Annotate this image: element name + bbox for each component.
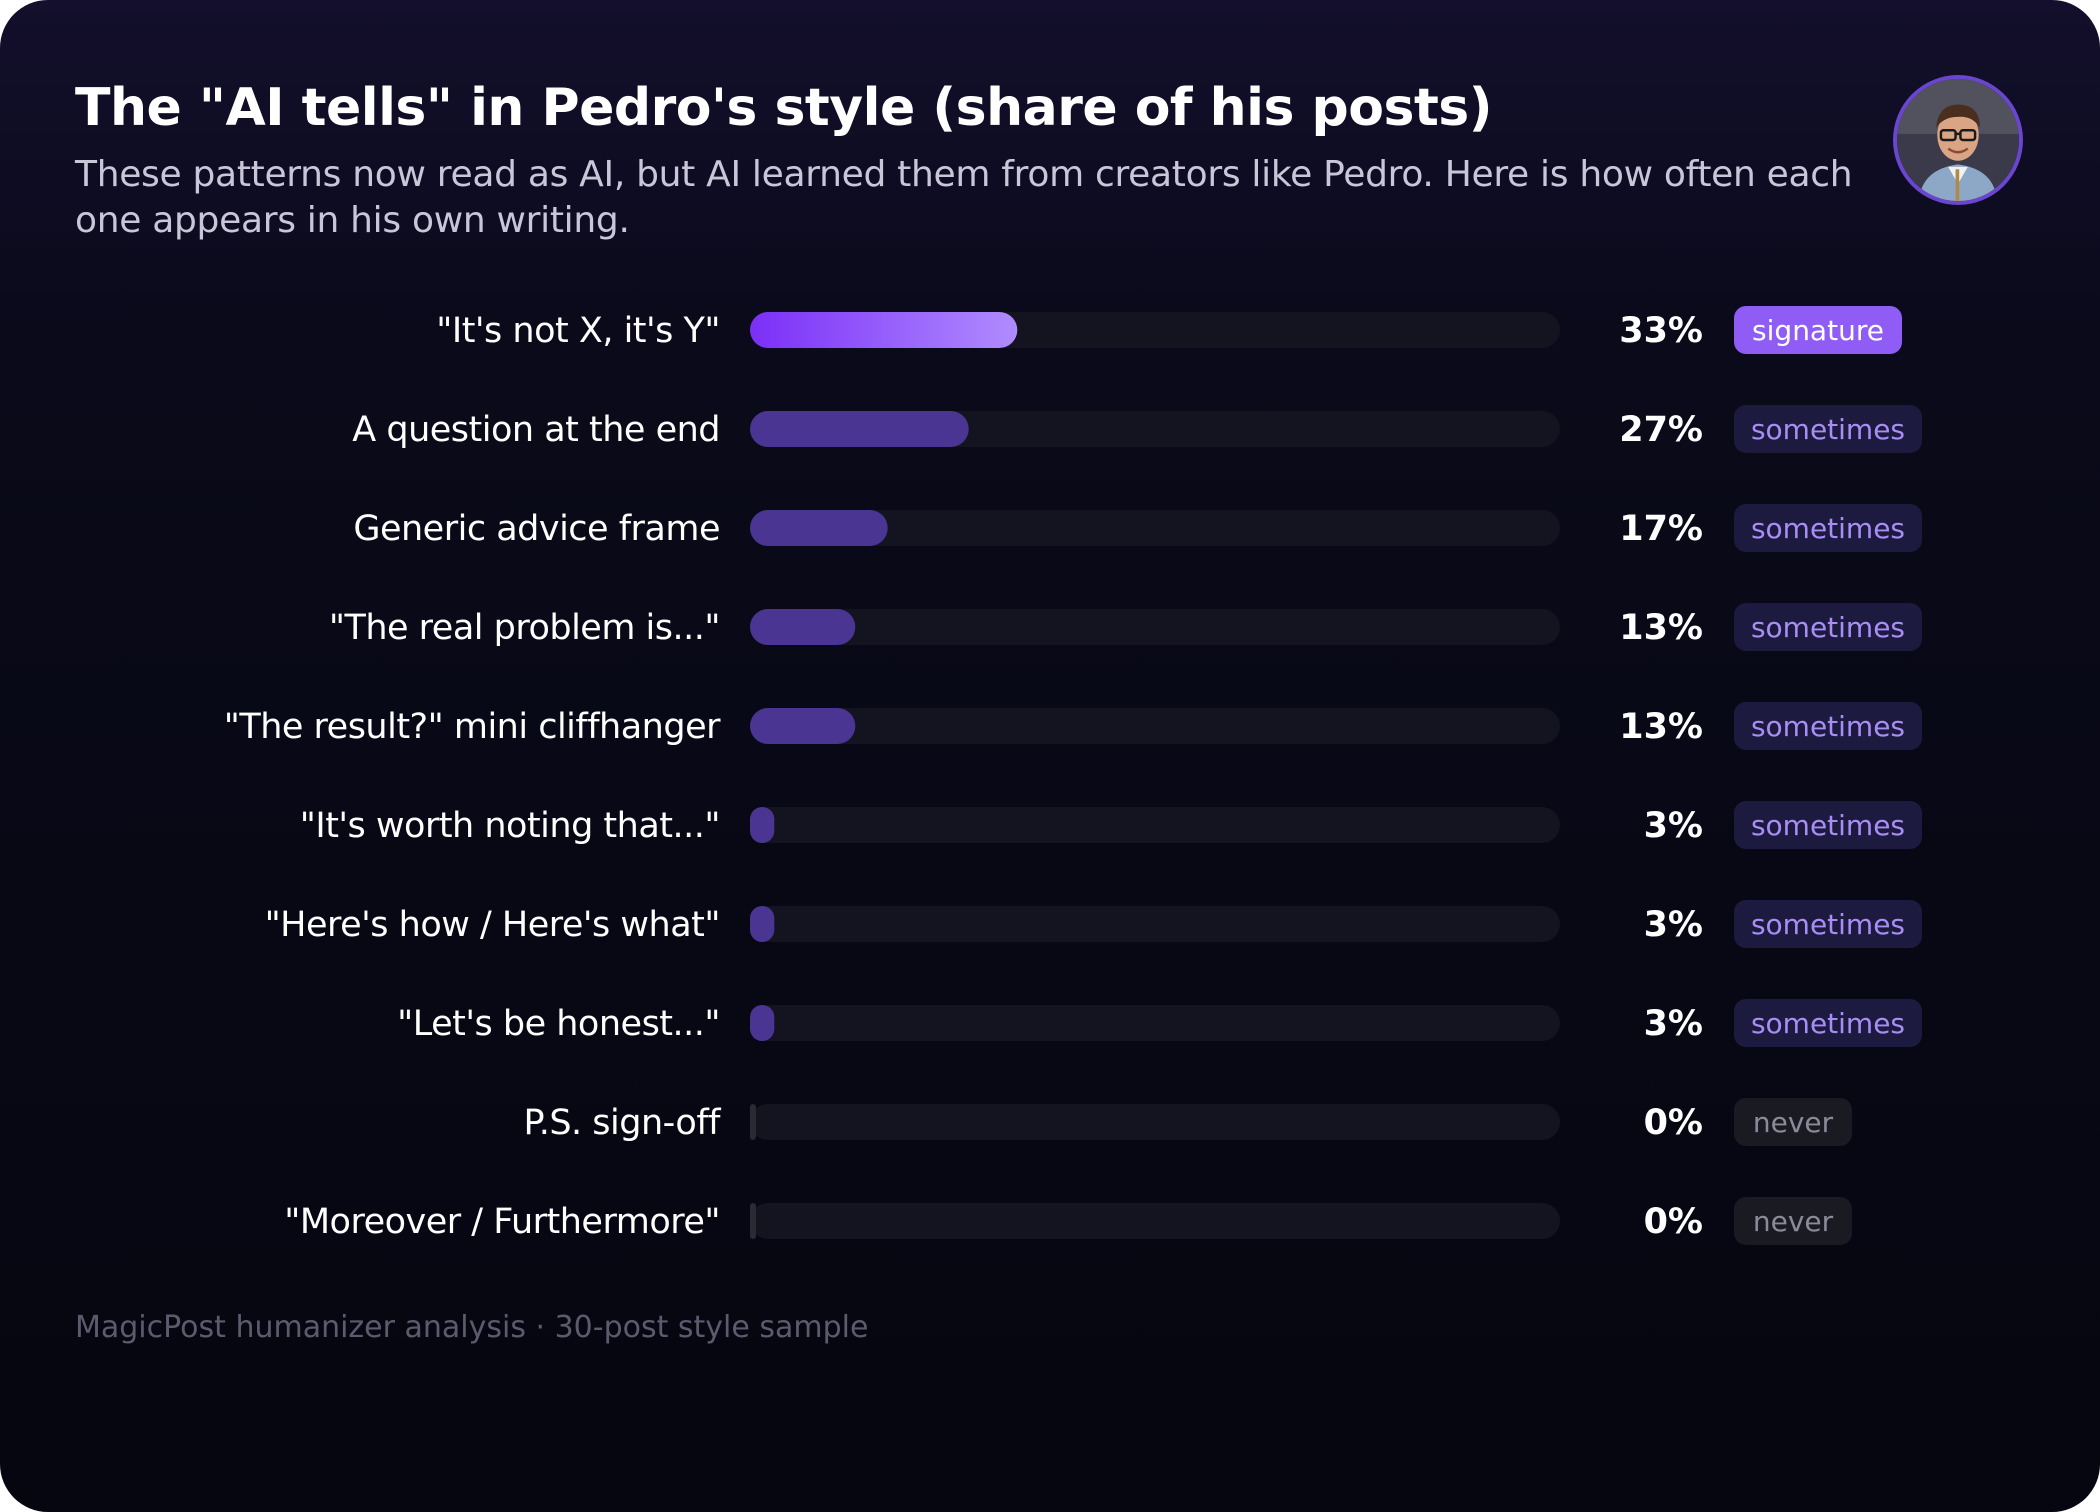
frequency-badge-label: never [1753, 1205, 1834, 1238]
frequency-badge [1734, 999, 1922, 1047]
frequency-badge-label: sometimes [1751, 611, 1905, 644]
bar [750, 708, 856, 744]
frequency-badge [1734, 603, 1922, 651]
frequency-badge [1734, 1098, 1852, 1146]
frequency-badge [1734, 405, 1922, 453]
bar-label: "The real problem is..." [329, 608, 720, 648]
chart-row: Generic advice frame 17% sometimes [353, 504, 1922, 552]
bar-value-label: 17% [1619, 509, 1703, 549]
bar-track [750, 1104, 1560, 1140]
bar-label: "Moreover / Furthermore" [284, 1202, 720, 1242]
bar-value-label: 3% [1644, 905, 1703, 945]
frequency-badge-label: sometimes [1751, 908, 1905, 941]
frequency-badge [1734, 306, 1902, 354]
chart-title: The "AI tells" in Pedro's style (share o… [75, 78, 1493, 138]
chart-row: P.S. sign-off 0% never [524, 1098, 1852, 1146]
bar [750, 807, 775, 843]
bar-track [750, 708, 1560, 744]
bar-value-label: 3% [1644, 806, 1703, 846]
chart-row: "Moreover / Furthermore" 0% never [284, 1197, 1852, 1245]
frequency-badge-label: sometimes [1751, 512, 1905, 545]
frequency-badge [1734, 900, 1922, 948]
bar [750, 510, 888, 546]
bar-track [750, 906, 1560, 942]
chart-subtitle: These patterns now read as AI, but AI le… [75, 154, 1853, 241]
bar-value-label: 0% [1644, 1103, 1703, 1143]
bar [750, 1005, 775, 1041]
frequency-badge [1734, 1197, 1852, 1245]
bar-label: "It's worth noting that..." [300, 806, 720, 846]
bar-label: "The result?" mini cliffhanger [224, 707, 721, 747]
bar-value-label: 13% [1619, 707, 1703, 747]
bar-track [750, 510, 1560, 546]
frequency-badge-label: never [1753, 1106, 1834, 1139]
frequency-badge [1734, 801, 1922, 849]
bar-track [750, 609, 1560, 645]
bar [750, 1104, 756, 1140]
bar-track [750, 1203, 1560, 1239]
bar-track [750, 807, 1560, 843]
bar-label: "Here's how / Here's what" [265, 905, 720, 945]
bar [750, 1203, 756, 1239]
bar-label: "It's not X, it's Y" [436, 311, 720, 351]
bar-value-label: 3% [1644, 1004, 1703, 1044]
frequency-badge-label: signature [1752, 314, 1884, 347]
bar-value-label: 33% [1619, 311, 1703, 351]
chart-row: "The result?" mini cliffhanger 13% sometim… [224, 702, 1922, 750]
bar-label: A question at the end [352, 410, 720, 450]
chart-row: "The real problem is..." 13% sometimes [329, 603, 1922, 651]
frequency-badge-label: sometimes [1751, 809, 1905, 842]
bar-label: P.S. sign-off [524, 1103, 722, 1143]
chart-row: "It's not X, it's Y" 33% signature [436, 306, 1902, 354]
bar-value-label: 0% [1644, 1202, 1703, 1242]
frequency-badge [1734, 702, 1922, 750]
bar-label: Generic advice frame [353, 509, 720, 549]
frequency-badge-label: sometimes [1751, 1007, 1905, 1040]
chart-row: "Here's how / Here's what" 3% sometimes [265, 900, 1922, 948]
chart-row: "Let's be honest..." 3% sometimes [397, 999, 1922, 1047]
chart-footer: MagicPost humanizer analysis · 30-post s… [75, 1310, 869, 1345]
bar [750, 411, 969, 447]
bar-track [750, 1005, 1560, 1041]
bar-value-label: 27% [1619, 410, 1703, 450]
chart-row: "It's worth noting that..." 3% sometimes [300, 801, 1922, 849]
chart-row: A question at the end 27% sometimes [352, 405, 1922, 453]
frequency-badge [1734, 504, 1922, 552]
bar [750, 312, 1018, 348]
bar [750, 609, 856, 645]
bar-value-label: 13% [1619, 608, 1703, 648]
frequency-badge-label: sometimes [1751, 413, 1905, 446]
avatar [1893, 75, 2023, 205]
bar [750, 906, 775, 942]
bar-label: "Let's be honest..." [397, 1004, 720, 1044]
frequency-badge-label: sometimes [1751, 710, 1905, 743]
